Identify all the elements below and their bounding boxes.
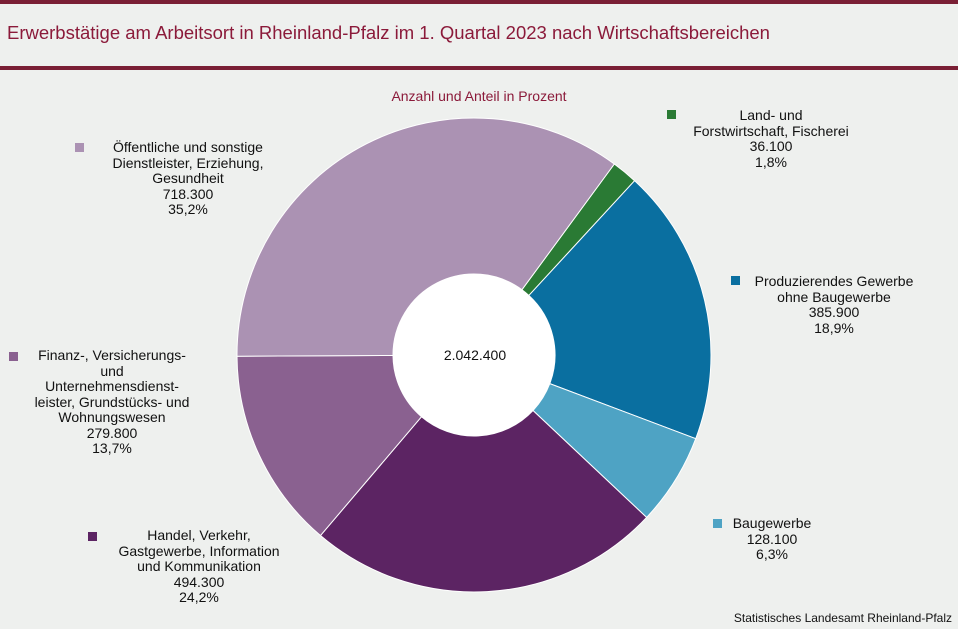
slice-label-5: Öffentliche und sonstige Dienstleister, E… xyxy=(68,139,308,218)
slice-label-2: Baugewerbe 128.100 6,3% xyxy=(652,515,892,563)
slice-percent: 6,3% xyxy=(756,546,788,562)
center-total: 2.042.400 xyxy=(443,347,507,363)
slice-value: 385.900 xyxy=(808,304,860,320)
legend-swatch-2 xyxy=(713,519,722,528)
slice-label-line: Forstwirtschaft, Fischerei xyxy=(693,122,849,139)
slice-label-1: Produzierendes Gewerbe ohne Baugewerbe 385… xyxy=(714,273,954,336)
slice-label-line: Land- und xyxy=(739,107,803,123)
page-title: Erwerbstätige am Arbeitsort in Rheinland… xyxy=(7,22,770,43)
slice-label-line: Wohnungswesen xyxy=(58,409,166,425)
slice-percent: 35,2% xyxy=(168,201,208,217)
slice-value: 494.300 xyxy=(173,573,225,590)
slice-value: 279.800 xyxy=(86,424,138,441)
slice-label-4: Finanz-, Versicherungs-und Unternehmensdi… xyxy=(0,347,232,457)
slice-label-line: und Kommunikation xyxy=(137,558,261,574)
slice-label-line: Baugewerbe xyxy=(732,515,812,531)
slice-percent: 24,2% xyxy=(179,589,219,605)
slice-label-line: Finanz-, Versicherungs- xyxy=(38,347,186,363)
slice-label-0: Land- und Forstwirtschaft, Fischerei 36.10… xyxy=(651,107,891,170)
chart-area: Anzahl und Anteil in Prozent 2.042.400 L… xyxy=(0,70,958,629)
slice-label-line: Unternehmensdienst- xyxy=(45,378,179,394)
slice-value: 128.100 xyxy=(746,530,798,547)
header: Erwerbstätige am Arbeitsort in Rheinland… xyxy=(0,4,958,66)
slice-label-line: leister, Grundstücks- und xyxy=(34,393,190,410)
legend-swatch-0 xyxy=(667,110,676,119)
slice-percent: 18,9% xyxy=(814,319,854,336)
slice-label-3: Handel, Verkehr, Gastgewerbe, Information… xyxy=(79,527,319,606)
slice-label-line: Gastgewerbe, Information xyxy=(118,542,280,559)
chart-subtitle: Anzahl und Anteil in Prozent xyxy=(391,88,567,104)
top-border xyxy=(0,0,958,4)
slice-value: 718.300 xyxy=(162,185,214,202)
donut-chart xyxy=(236,117,712,593)
slice-label-line: und xyxy=(100,362,124,379)
legend-swatch-3 xyxy=(88,532,97,541)
separator-bar xyxy=(0,66,958,70)
slice-label-line: Dienstleister, Erziehung, xyxy=(112,154,264,171)
legend-swatch-1 xyxy=(731,276,740,285)
source-note: Statistisches Landesamt Rheinland-Pfalz xyxy=(733,611,952,625)
slice-percent: 13,7% xyxy=(92,440,132,456)
slice-percent: 1,8% xyxy=(755,153,787,170)
slice-label-line: Gesundheit xyxy=(152,170,224,186)
legend-swatch-4 xyxy=(9,352,18,361)
slice-label-line: Öffentliche und sonstige xyxy=(113,139,263,155)
legend-swatch-5 xyxy=(75,143,84,152)
slice-value: 36.100 xyxy=(749,138,793,154)
slice-label-line: ohne Baugewerbe xyxy=(777,288,891,305)
slice-label-line: Handel, Verkehr, xyxy=(147,527,251,543)
slice-label-line: Produzierendes Gewerbe xyxy=(754,273,914,289)
donut-hole xyxy=(393,274,555,436)
